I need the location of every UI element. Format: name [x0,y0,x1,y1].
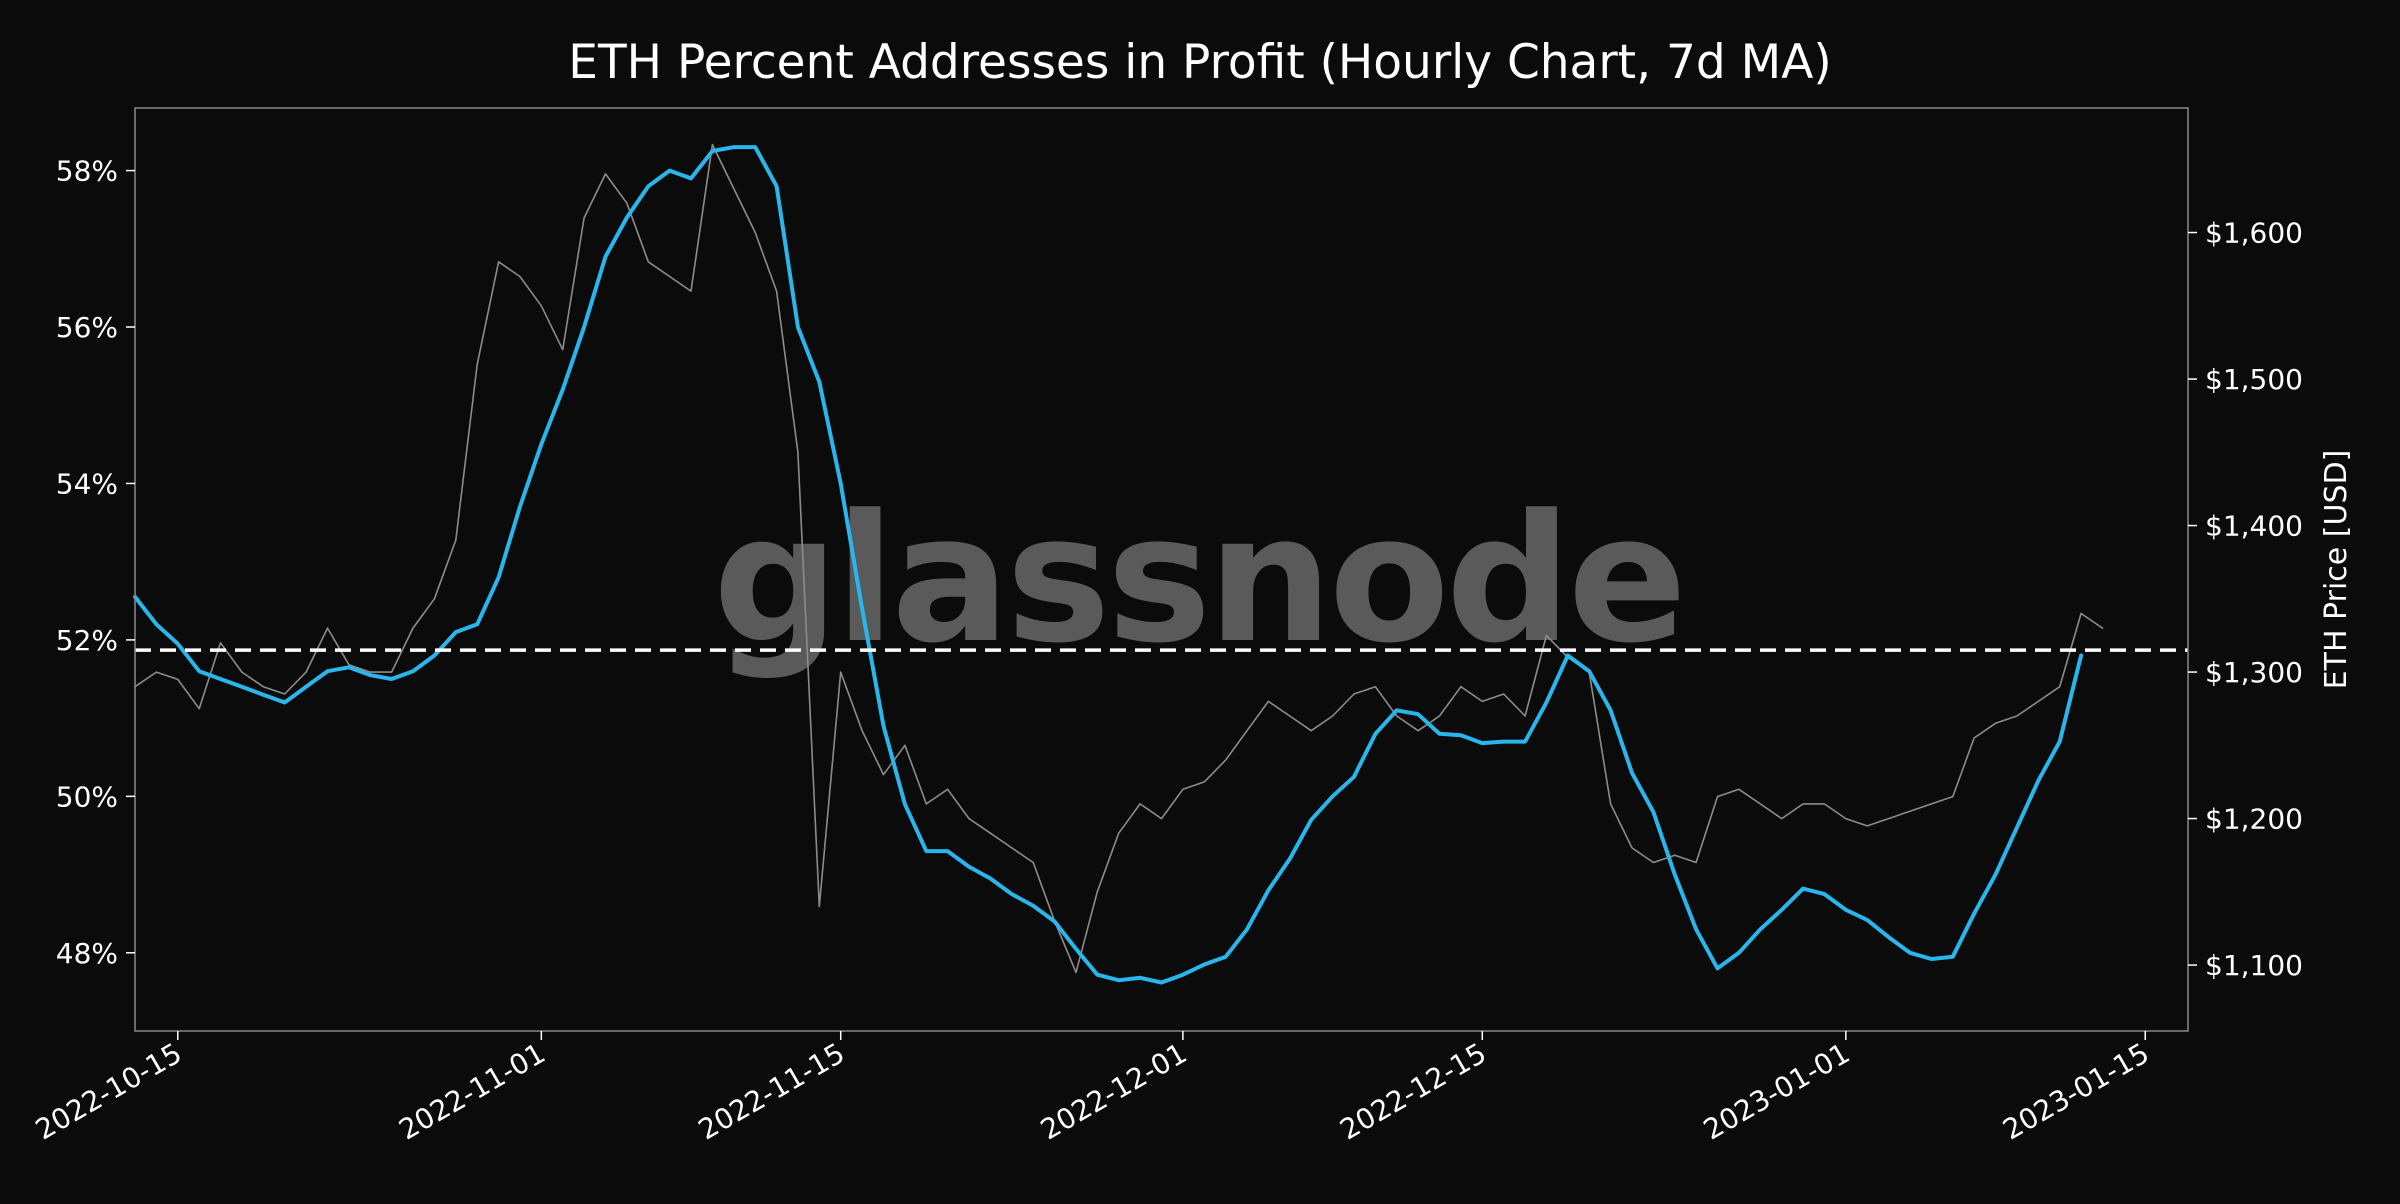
profit-ma-line [133,145,2084,985]
right-axis-tick-label: $1,600 [2205,217,2303,250]
right-axis-tick-label: $1,100 [2205,949,2303,982]
right-axis-tick-label: $1,500 [2205,363,2303,396]
profit-ma-series [133,145,2084,985]
right-axis-label: ETH Price [USD] [2319,450,2354,690]
eth-price-line [134,143,2104,974]
left-axis-tick-label: 50% [56,780,118,813]
price-series [134,143,2104,974]
left-axis-tick-label: 58% [56,155,118,188]
chart-title: ETH Percent Addresses in Profit (Hourly … [568,35,1831,90]
left-axis-tick-label: 52% [56,624,118,657]
right-axis-tick-label: $1,300 [2205,656,2303,689]
plot-frame [134,107,2189,1032]
right-axis-tick-label: $1,400 [2205,510,2303,543]
left-axis-tick-label: 56% [56,311,118,344]
right-axis-tick-label: $1,200 [2205,803,2303,836]
plot-area [135,108,2188,1031]
left-axis: 48% 50% 52% 54% 56% 58% [56,155,135,970]
watermark-text: glassnode [713,477,1683,682]
right-axis: $1,100 $1,200 $1,300 $1,400 $1,500 $1,600 [2188,217,2303,982]
left-axis-tick-label: 48% [56,937,118,970]
left-axis-tick-label: 54% [56,467,118,500]
watermark: glassnode [713,477,1687,682]
